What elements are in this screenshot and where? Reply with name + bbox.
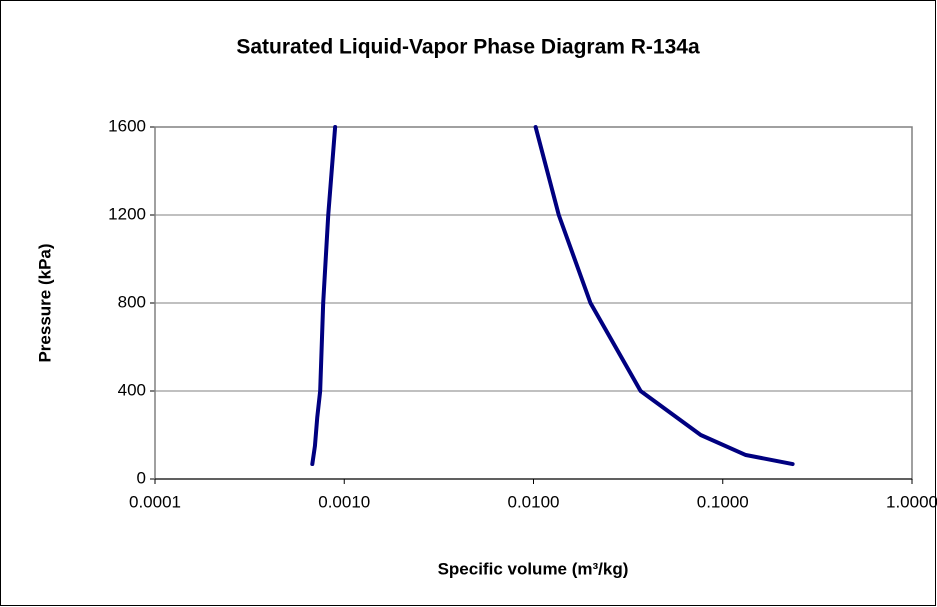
x-tick-label: 0.1000 xyxy=(697,492,749,511)
x-tick-label: 0.0001 xyxy=(129,492,181,511)
y-tick-label: 400 xyxy=(118,380,146,399)
x-tick-label: 0.0010 xyxy=(318,492,370,511)
y-tick-label: 0 xyxy=(137,468,146,487)
y-tick-label: 800 xyxy=(118,292,146,311)
y-axis-title: Pressure (kPa) xyxy=(35,243,54,362)
x-tick-label: 0.0100 xyxy=(508,492,560,511)
series-line xyxy=(310,125,338,467)
y-tick-label: 1200 xyxy=(108,204,146,223)
y-tick-label: 1600 xyxy=(108,116,146,135)
series-line xyxy=(533,125,795,467)
chart-title: Saturated Liquid-Vapor Phase Diagram R-1… xyxy=(236,36,700,59)
x-axis-title: Specific volume (m³/kg) xyxy=(438,559,629,578)
x-tick-label: 1.0000 xyxy=(886,492,937,511)
